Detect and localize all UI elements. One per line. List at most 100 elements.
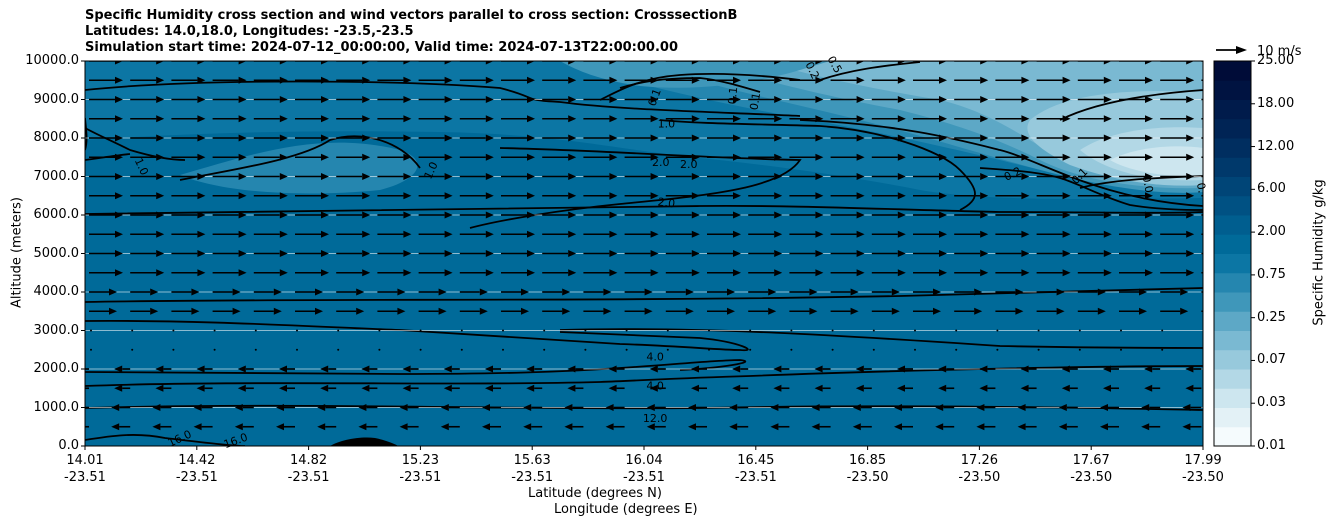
wind-vector-head (980, 250, 989, 257)
wind-vector-head (685, 307, 694, 315)
wind-vector-head (856, 76, 865, 84)
wind-vector-head (980, 153, 989, 161)
wind-vector-head (115, 153, 123, 161)
wind-vector-head (1062, 250, 1071, 257)
wind-vector-head (197, 269, 206, 277)
colorbar-swatch (1214, 61, 1251, 81)
wind-vector-head (1020, 365, 1029, 373)
wind-vector-head (605, 423, 614, 431)
wind-vector-head (191, 307, 200, 315)
wind-vector (543, 348, 546, 351)
wind-vector-head (115, 76, 123, 84)
wind-vector (378, 348, 381, 351)
wind-vector-head (279, 269, 288, 277)
wind-vector-head (527, 211, 535, 219)
wind-vector-head (1186, 269, 1195, 277)
wind-vector-head (237, 365, 246, 373)
wind-vector-head (733, 173, 741, 180)
wind-vector-head (321, 134, 329, 142)
wind-vector-head (156, 61, 165, 65)
wind-vector-head (1103, 250, 1112, 257)
wind-vector-head (1021, 134, 1030, 142)
x-tick-label-lon: -23.50 (1182, 470, 1224, 485)
wind-vector-head (815, 76, 824, 84)
wind-vector (996, 348, 999, 351)
wind-vector-head (485, 76, 494, 84)
wind-vector-head (156, 153, 165, 161)
wind-vector (708, 329, 710, 332)
wind-vector-head (397, 288, 406, 296)
wind-vector-head (609, 192, 618, 200)
wind-vector-head (279, 134, 288, 142)
wind-vector-head (1103, 211, 1112, 219)
colorbar-swatch (1214, 407, 1251, 428)
wind-vector-head (362, 115, 371, 123)
wind-vector-head (402, 365, 411, 373)
wind-vector-head (815, 230, 824, 238)
wind-vector-head (691, 384, 699, 392)
wind-vector (584, 348, 587, 351)
wind-vector-head (815, 115, 824, 123)
wind-vector-head (156, 192, 165, 200)
wind-vector-head (1056, 307, 1065, 315)
wind-vector-head (768, 288, 777, 296)
wind-vector-head (527, 173, 535, 180)
wind-vector-head (279, 384, 287, 392)
wind-vector-head (562, 288, 571, 296)
wind-vector-head (399, 404, 408, 411)
wind-vector-head (980, 173, 989, 180)
wind-vector-head (1103, 384, 1111, 392)
wind-vector-head (317, 423, 326, 431)
wind-vector-head (980, 211, 989, 219)
y-tick-label: 6000.0 (33, 207, 80, 222)
wind-vector-head (649, 384, 658, 392)
wind-vector-head (609, 153, 618, 161)
y-tick-label: 4000.0 (33, 284, 80, 299)
wind-vector (1120, 329, 1122, 332)
colorbar-frame (1213, 60, 1252, 447)
colorbar-swatch (1214, 157, 1251, 177)
wind-vector-head (114, 384, 123, 392)
wind-vector-head (603, 288, 612, 296)
wind-vector-head (197, 115, 206, 123)
wind-vector-head (568, 134, 577, 142)
wind-vector-head (568, 96, 577, 103)
wind-vector-head (815, 192, 824, 200)
colorbar (1213, 60, 1255, 447)
wind-vector-head (609, 61, 618, 65)
wind-vector-head (115, 269, 123, 277)
wind-vector-head (234, 423, 243, 431)
wind-vector-head (774, 96, 783, 103)
wind-vector-head (1145, 134, 1153, 142)
wind-vector-head (70, 423, 78, 430)
contour-line (799, 119, 1203, 207)
colorbar-tick-label: 18.00 (1257, 95, 1295, 111)
wind-vector-head (568, 250, 577, 257)
colorbar-swatch (1214, 426, 1251, 447)
wind-vector (1078, 329, 1081, 332)
x-tick-label: 16.04 -23.51 (604, 452, 684, 486)
wind-vector-head (774, 192, 783, 200)
wind-vector-head (238, 230, 247, 238)
wind-vector-head (444, 211, 453, 219)
wind-vector-head (1145, 230, 1153, 238)
wind-vector (296, 329, 298, 332)
wind-vector-head (1145, 269, 1153, 277)
wind-vector-head (768, 307, 777, 315)
wind-vector-head (321, 250, 329, 257)
wind-vector-head (197, 76, 206, 84)
wind-vector-head (894, 423, 902, 431)
wind-vector-head (850, 288, 859, 296)
wind-vector-head (976, 423, 985, 431)
wind-vector-head (691, 173, 700, 180)
wind-vector-head (815, 211, 824, 219)
humidity-contours (85, 61, 1203, 446)
wind-vector-head (527, 115, 535, 123)
wind-vector (625, 348, 628, 351)
wind-vector-head (521, 307, 529, 315)
wind-vector-head (609, 134, 618, 142)
wind-vector-head (897, 153, 906, 161)
wind-vector-head (562, 307, 571, 315)
wind-vector-head (362, 269, 371, 277)
wind-vector-head (1062, 230, 1071, 238)
